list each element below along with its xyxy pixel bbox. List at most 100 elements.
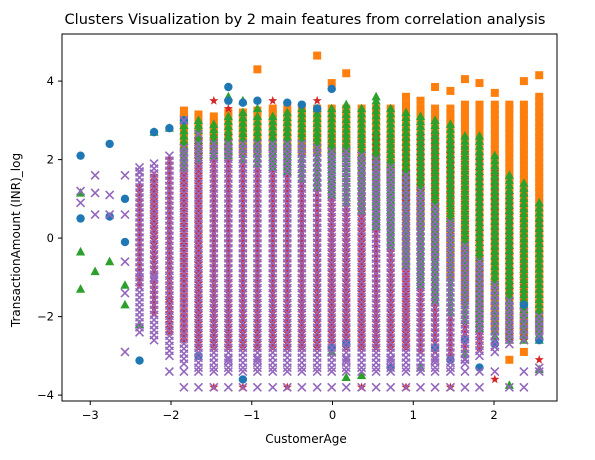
series-2-point xyxy=(327,179,337,189)
series-1-point xyxy=(371,287,381,297)
series-2-point xyxy=(504,240,514,249)
series-1-point xyxy=(149,170,159,180)
series-4-point xyxy=(401,382,411,392)
series-2-point xyxy=(415,116,426,125)
series-2-point xyxy=(415,175,426,185)
series-2-point xyxy=(474,206,485,216)
series-2-point xyxy=(415,260,426,269)
series-2-point xyxy=(474,227,485,236)
series-2-point xyxy=(312,133,322,142)
series-1-point xyxy=(209,262,219,272)
series-1-point xyxy=(134,255,145,265)
series-1-point xyxy=(474,338,485,347)
series-2-point xyxy=(445,124,456,133)
series-1-point xyxy=(164,174,174,184)
series-0-point xyxy=(535,148,544,157)
series-1-point xyxy=(238,222,248,231)
series-1-point xyxy=(164,154,174,164)
series-4-point xyxy=(120,347,130,357)
series-4-point xyxy=(460,366,470,377)
series-1-point xyxy=(134,221,145,231)
series-1-point xyxy=(134,206,145,216)
series-1-point xyxy=(209,277,219,287)
series-2-point xyxy=(341,138,351,148)
series-2-point xyxy=(415,180,426,190)
series-2-point xyxy=(268,131,278,141)
series-2-point xyxy=(179,157,189,166)
series-1-point xyxy=(268,95,278,105)
series-2-point xyxy=(120,280,130,289)
series-3-point xyxy=(327,84,336,94)
series-2-point xyxy=(460,200,470,210)
series-0-point xyxy=(535,183,544,192)
series-0-point xyxy=(505,154,514,163)
series-2-point xyxy=(430,180,440,190)
series-4-point xyxy=(460,382,470,392)
series-2-point xyxy=(327,184,337,194)
series-1-point xyxy=(252,171,262,181)
series-0-point xyxy=(194,110,203,119)
series-1-point xyxy=(312,196,322,206)
series-1-point xyxy=(490,374,500,384)
series-2-point xyxy=(519,203,529,213)
series-2-point xyxy=(282,112,292,122)
series-2-point xyxy=(504,200,514,209)
series-2-point xyxy=(386,154,396,164)
series-4-point xyxy=(179,143,189,153)
series-2-point xyxy=(430,210,440,220)
series-3-point xyxy=(297,100,307,109)
series-0-point xyxy=(535,133,544,142)
series-2-point xyxy=(386,129,396,138)
series-1-point xyxy=(371,227,381,236)
series-2-point xyxy=(356,370,367,380)
series-4-point xyxy=(386,162,396,173)
series-1-point xyxy=(164,238,174,248)
series-2-point xyxy=(490,190,500,200)
series-2-point xyxy=(490,175,500,185)
series-4-point xyxy=(327,366,337,377)
series-2-point xyxy=(356,134,367,143)
series-2-point xyxy=(490,200,500,210)
series-2-point xyxy=(401,260,411,270)
series-2-point xyxy=(519,269,529,278)
series-2-point xyxy=(519,279,529,289)
series-2-point xyxy=(534,223,544,232)
series-0-point xyxy=(535,178,544,187)
series-1-point xyxy=(268,212,278,221)
series-1-point xyxy=(268,262,278,272)
series-1-point xyxy=(134,241,145,250)
series-1-point xyxy=(164,307,174,317)
series-2-point xyxy=(460,175,470,185)
series-2-point xyxy=(519,228,529,238)
series-2-point xyxy=(504,225,514,234)
series-2-point xyxy=(490,220,500,230)
series-2-point xyxy=(386,195,396,204)
series-2-point xyxy=(282,156,292,166)
series-2-point xyxy=(490,205,500,215)
series-2-point xyxy=(490,195,500,205)
series-0-point xyxy=(535,163,544,172)
series-2-point xyxy=(534,263,544,273)
series-2-point xyxy=(504,250,514,259)
series-1-point xyxy=(268,222,278,231)
series-1-point xyxy=(282,206,292,216)
series-1-point xyxy=(164,288,174,297)
series-1-point xyxy=(238,161,248,171)
series-1-point xyxy=(223,222,233,231)
series-4-point xyxy=(357,366,367,377)
series-1-point xyxy=(238,237,248,246)
series-2-point xyxy=(460,210,470,220)
series-1-point xyxy=(238,166,248,176)
series-0-point xyxy=(535,158,544,167)
series-0-point xyxy=(490,120,499,129)
series-4-point xyxy=(164,151,174,161)
series-2-point xyxy=(534,228,544,237)
series-1-point xyxy=(223,201,233,211)
series-1-point xyxy=(297,267,307,277)
series-0-point xyxy=(519,135,528,144)
series-2-point xyxy=(356,103,367,113)
series-1-point xyxy=(209,272,219,282)
series-0-point xyxy=(505,119,514,128)
series-2-point xyxy=(415,265,426,274)
series-2-point xyxy=(460,220,470,230)
